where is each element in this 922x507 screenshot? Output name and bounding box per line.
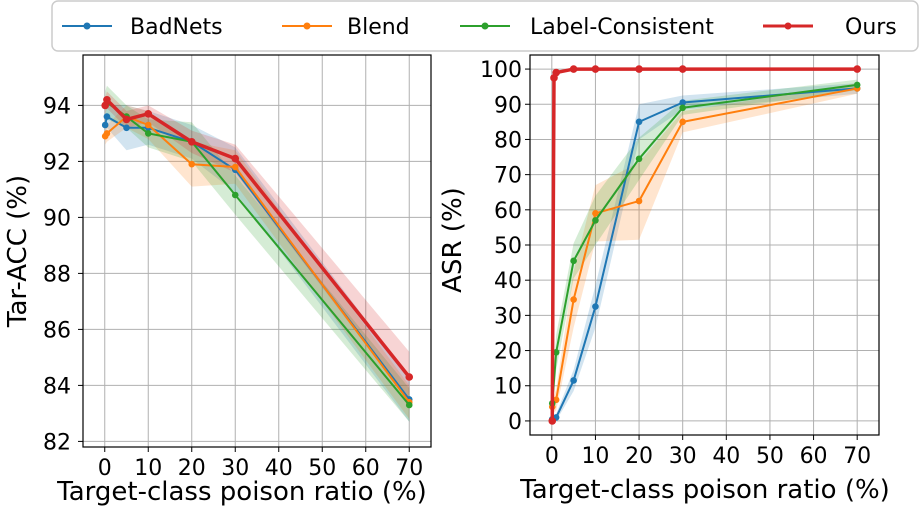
data-point-ours [187, 138, 196, 146]
legend-marker-label-consistent [481, 22, 489, 30]
data-point-label-consistent [635, 155, 643, 163]
y-tick-label: 70 [494, 164, 522, 189]
x-tick-label: 20 [178, 456, 206, 481]
y-tick-label: 84 [43, 374, 71, 399]
data-point-badnets [103, 113, 111, 120]
y-axis-title: Tar-ACC (%) [3, 175, 33, 328]
data-point-badnets [679, 99, 686, 106]
data-point-blend [679, 118, 686, 126]
data-point-label-consistent [231, 191, 239, 199]
data-point-ours [548, 417, 557, 425]
y-tick-label: 92 [43, 150, 71, 175]
band-badnets [105, 105, 410, 422]
data-point-blend [635, 197, 643, 205]
x-tick-label: 30 [669, 444, 697, 469]
legend-entry-blend: Blend [282, 15, 410, 40]
x-tick-label: 0 [545, 444, 559, 469]
data-point-label-consistent [853, 81, 861, 89]
data-point-label-consistent [144, 130, 152, 137]
x-tick-label: 60 [352, 456, 380, 481]
plot-frame [82, 54, 432, 448]
data-point-badnets [570, 377, 577, 384]
legend-entry-ours: Ours [763, 15, 897, 40]
data-point-ours [231, 154, 240, 163]
y-axis-title: ASR (%) [438, 187, 468, 293]
y-tick-label: 40 [494, 269, 522, 294]
data-point-blend [103, 130, 111, 137]
x-tick-label: 40 [712, 444, 740, 469]
y-tick-label: 0 [508, 410, 522, 435]
data-point-blend [592, 210, 599, 217]
data-point-badnets [123, 124, 130, 132]
y-tick-label: 20 [494, 340, 522, 365]
data-point-ours [853, 65, 861, 73]
legend-marker-badnets [83, 22, 91, 30]
legend-marker-ours [784, 22, 792, 30]
y-tick-label: 82 [43, 430, 71, 455]
data-point-label-consistent [405, 401, 413, 409]
legend-label-blend: Blend [347, 15, 410, 40]
x-axis-title: Target-class poison ratio (%) [56, 477, 427, 507]
data-point-label-consistent [679, 104, 686, 112]
data-point-ours [552, 68, 560, 77]
data-point-ours [103, 96, 111, 104]
y-tick-label: 86 [43, 318, 71, 343]
legend-entry-label-consistent: Label-Consistent [460, 15, 714, 40]
data-point-ours [591, 65, 600, 73]
legend-marker-blend [303, 22, 311, 30]
y-tick-label: 10 [494, 375, 522, 400]
x-tick-label: 70 [843, 444, 871, 469]
y-tick-label: 94 [43, 94, 71, 119]
x-tick-label: 60 [800, 444, 828, 469]
data-point-ours [678, 65, 687, 73]
data-point-badnets [635, 118, 643, 126]
data-point-badnets [101, 121, 109, 129]
legend-label-badnets: BadNets [130, 15, 223, 40]
tar-acc-plot: 0 10 20 30 40 50 60 70 82 84 86 88 90 92 94 Target-clas… [3, 54, 432, 507]
y-tick-label: 90 [494, 93, 522, 118]
x-tick-label: 30 [221, 456, 249, 481]
y-tick-label: 100 [480, 58, 522, 83]
legend-label-label-consistent: Label-Consistent [530, 15, 714, 40]
data-point-badnets [592, 303, 599, 310]
x-axis-title: Target-class poison ratio (%) [519, 475, 890, 505]
data-point-ours [144, 110, 153, 118]
y-tick-label: 60 [494, 199, 522, 224]
asr-plot: 0 10 20 30 40 50 60 70 0 10 20 30 40 50 60 70 80 90 100 Tar… [438, 54, 890, 505]
y-tick-label: 80 [494, 128, 522, 153]
data-point-ours [122, 115, 131, 124]
plot-area [83, 55, 431, 447]
data-point-label-consistent [552, 349, 560, 356]
x-tick-label: 20 [625, 444, 653, 469]
legend-label-ours: Ours [845, 15, 897, 40]
y-tick-label: 90 [43, 206, 71, 231]
data-point-blend [144, 121, 152, 129]
x-tick-label: 70 [395, 456, 423, 481]
x-tick-label: 40 [265, 456, 293, 481]
data-point-blend [570, 296, 577, 303]
legend-entry-badnets: BadNets [62, 15, 223, 40]
x-tick-label: 50 [756, 444, 784, 469]
x-tick-label: 10 [581, 444, 609, 469]
x-tick-label: 50 [308, 456, 336, 481]
data-point-ours [405, 373, 414, 381]
data-point-ours [635, 65, 643, 73]
y-tick-label: 50 [494, 234, 522, 259]
data-point-label-consistent [570, 257, 577, 265]
data-point-blend [231, 163, 239, 171]
x-tick-label: 10 [134, 456, 162, 481]
data-point-blend [188, 160, 196, 168]
x-tick-label: 0 [98, 456, 112, 481]
data-point-ours [569, 65, 578, 73]
data-point-label-consistent [592, 217, 599, 224]
y-tick-label: 30 [494, 304, 522, 329]
y-tick-label: 88 [43, 262, 71, 287]
legend: BadNets Blend Label-Consistent Ours [51, 0, 919, 52]
